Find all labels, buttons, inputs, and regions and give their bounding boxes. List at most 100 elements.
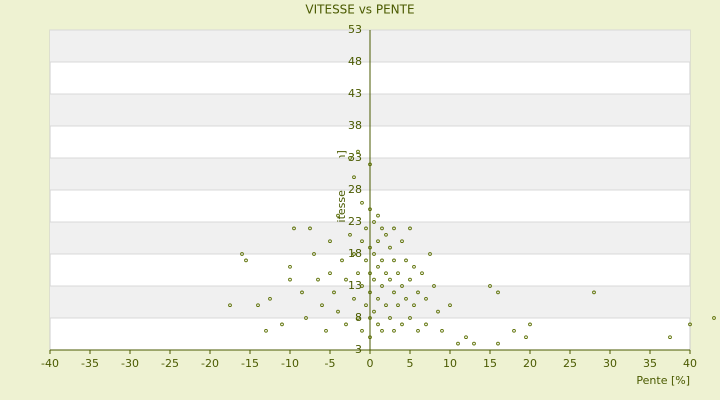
scatter-point (364, 258, 368, 263)
y-tick-label: 28 (348, 183, 362, 196)
scatter-point (352, 175, 356, 180)
x-tick-label: 40 (683, 357, 697, 370)
scatter-point (420, 271, 424, 276)
scatter-point (404, 258, 408, 263)
y-tick-label: 43 (348, 87, 362, 100)
scatter-point (404, 296, 408, 301)
scatter-point (368, 316, 372, 320)
scatter-point (368, 245, 372, 250)
scatter-point (288, 264, 292, 269)
scatter-point (412, 264, 416, 269)
y-tick-label: 38 (348, 119, 362, 132)
scatter-point (408, 277, 412, 282)
scatter-point (400, 284, 404, 288)
scatter-point (228, 303, 232, 308)
scatter-point (408, 316, 412, 320)
y-tick-label: 48 (348, 55, 362, 68)
scatter-point (524, 335, 528, 340)
y-tick-label: 23 (348, 215, 362, 228)
scatter-point (384, 232, 388, 237)
scatter-point (332, 290, 336, 295)
scatter-point (356, 149, 360, 154)
scatter-point (496, 290, 500, 295)
scatter-point (300, 290, 304, 295)
scatter-point (360, 284, 364, 288)
scatter-point (320, 303, 324, 308)
scatter-point (268, 296, 272, 301)
scatter-point (288, 277, 292, 282)
scatter-point (352, 296, 356, 301)
x-tick-label: 35 (643, 357, 657, 370)
scatter-point (356, 271, 360, 276)
scatter-point (400, 322, 404, 327)
scatter-point (308, 226, 312, 231)
scatter-point (408, 226, 412, 231)
x-tick-label: -10 (281, 357, 299, 370)
scatter-point (464, 335, 468, 340)
scatter-point (368, 290, 372, 295)
x-tick-label: -15 (241, 357, 259, 370)
scatter-point (396, 271, 400, 276)
scatter-point (356, 316, 360, 320)
scatter-point (372, 252, 376, 256)
x-tick-label: -25 (161, 357, 179, 370)
y-tick-label: 13 (348, 279, 362, 292)
scatter-point (368, 162, 372, 167)
scatter-point (372, 277, 376, 282)
x-tick-label: -40 (41, 357, 59, 370)
scatter-point (432, 284, 436, 288)
scatter-point (400, 239, 404, 244)
chart-title: VITESSE vs PENTE (305, 3, 414, 17)
scatter-point (364, 303, 368, 308)
scatter-point (364, 226, 368, 231)
scatter-point (340, 258, 344, 263)
scatter-point (348, 232, 352, 237)
scatter-point (352, 252, 356, 256)
scatter-point (496, 341, 500, 346)
scatter-point (528, 322, 532, 327)
scatter-point (428, 252, 432, 256)
x-tick-label: -30 (121, 357, 139, 370)
x-tick-label: 30 (603, 357, 617, 370)
scatter-point (380, 328, 384, 333)
scatter-point (312, 252, 316, 256)
scatter-point (396, 303, 400, 308)
scatter-point (328, 271, 332, 276)
x-tick-label: 25 (563, 357, 577, 370)
scatter-point (380, 226, 384, 231)
scatter-point (668, 335, 672, 340)
scatter-point (384, 303, 388, 308)
scatter-point (392, 328, 396, 333)
x-tick-label: 20 (523, 357, 537, 370)
scatter-point (344, 322, 348, 327)
x-tick-label: 5 (407, 357, 414, 370)
scatter-point (372, 309, 376, 314)
scatter-point (392, 226, 396, 231)
scatter-point (324, 328, 328, 333)
scatter-point (376, 322, 380, 327)
x-tick-label: 10 (443, 357, 457, 370)
scatter-point (368, 207, 372, 212)
x-tick-label: -35 (81, 357, 99, 370)
scatter-point (304, 316, 308, 320)
scatter-point (264, 328, 268, 333)
scatter-point (712, 316, 716, 320)
scatter-point (592, 290, 596, 295)
scatter-point (280, 322, 284, 327)
scatter-point (376, 213, 380, 218)
scatter-point (360, 328, 364, 333)
x-tick-label: -5 (325, 357, 336, 370)
scatter-point (360, 239, 364, 244)
x-tick-label: -20 (201, 357, 219, 370)
scatter-point (256, 303, 260, 308)
scatter-point (472, 341, 476, 346)
scatter-point (240, 252, 244, 256)
scatter-point (328, 239, 332, 244)
scatter-point (488, 284, 492, 288)
scatter-point (456, 341, 460, 346)
scatter-point (380, 258, 384, 263)
scatter-point (360, 200, 364, 205)
scatter-point (380, 284, 384, 288)
y-tick-label: 33 (348, 151, 362, 164)
